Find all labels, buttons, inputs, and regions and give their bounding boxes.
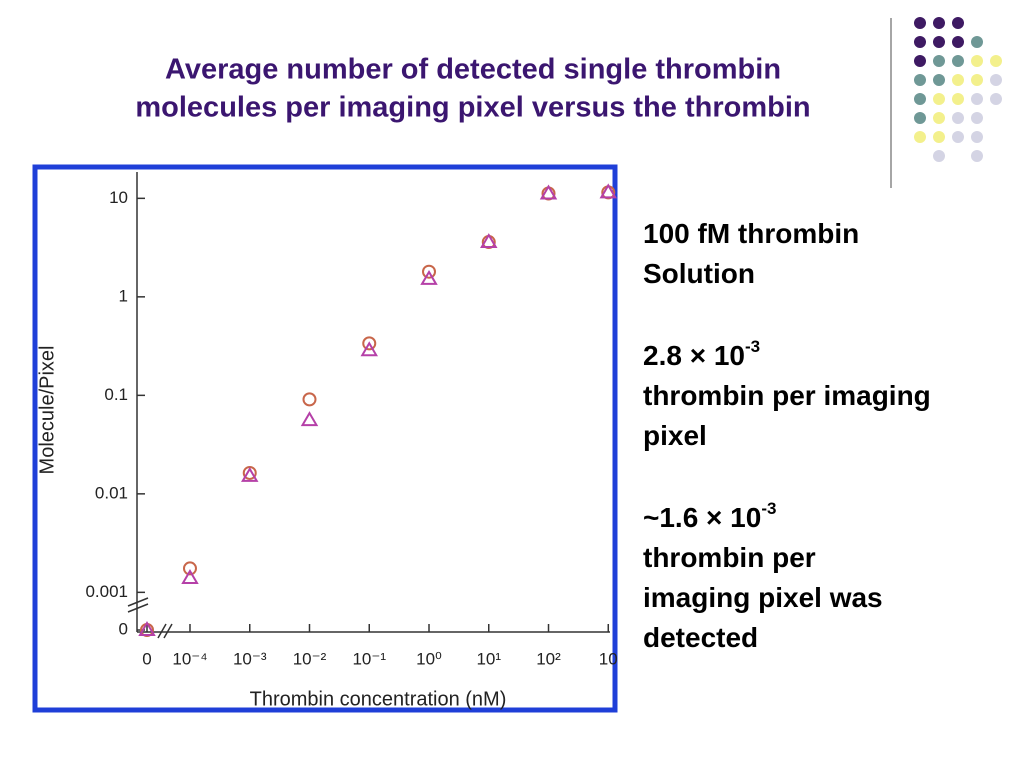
x-tick-label: 10⁻⁴ [172,649,207,668]
y-tick-label: 0.001 [85,582,128,601]
note-text: imaging pixel was [643,582,883,613]
x-tick-label: 0 [142,649,151,668]
note-text: thrombin per [643,542,816,573]
chart: Thrombin concentration (nM) Molecule/Pix… [36,172,618,710]
point [300,411,319,427]
point [302,392,317,407]
x-tick-label: 10⁻² [293,649,327,668]
note-line: 100 fM thrombin [643,218,859,249]
point [539,184,558,200]
y-tick-label: 1 [119,286,128,305]
note-line: pixel [643,420,707,451]
x-tick-label: 10⁰ [416,649,442,668]
point [360,341,378,357]
point [480,233,498,249]
point [182,561,197,576]
note-text: thrombin per imaging [643,380,931,411]
point [242,465,257,480]
slide-title: molecules per imaging pixel versus the t… [135,92,810,124]
point [362,336,377,351]
decoration [890,17,1002,188]
note-line: imaging pixel was [643,582,883,613]
axis-break [127,597,173,639]
note-text: pixel [643,420,707,451]
y-tick-label: 0 [119,619,128,638]
point [138,621,156,636]
x-tick-label: 10 [599,649,618,668]
x-tick-label: 10² [536,649,561,668]
y-tick-label: 0.1 [104,385,128,404]
point [420,269,438,285]
note-line: thrombin per [643,542,816,573]
chart-frame [32,164,618,713]
note-text: detected [643,622,758,653]
slide-title: Average number of detected single thromb… [165,54,781,86]
note-text: 100 fM thrombin [643,218,859,249]
point [599,183,618,199]
y-axis-label: Molecule/Pixel [36,346,58,475]
note-line: 2.8 × 10-3 [643,337,760,371]
note-text: ~1.6 × 10 [643,502,761,533]
y-tick-label: 10 [109,188,128,207]
note-line: ~1.6 × 10-3 [643,499,776,533]
note-sup: -3 [761,499,776,518]
note-line: detected [643,622,758,653]
x-tick-label: 10⁻³ [233,649,267,668]
point [181,568,199,584]
note-text: Solution [643,258,755,289]
note-sup: -3 [745,337,760,356]
point [422,264,437,279]
note-text: 2.8 × 10 [643,340,745,371]
x-tick-label: 10⁻¹ [352,649,386,668]
x-tick-label: 10¹ [476,649,501,668]
point [241,466,259,482]
x-axis-label: Thrombin concentration (nM) [250,688,507,710]
note-line: thrombin per imaging [643,380,931,411]
y-tick-label: 0.01 [95,483,128,502]
note-line: Solution [643,258,755,289]
